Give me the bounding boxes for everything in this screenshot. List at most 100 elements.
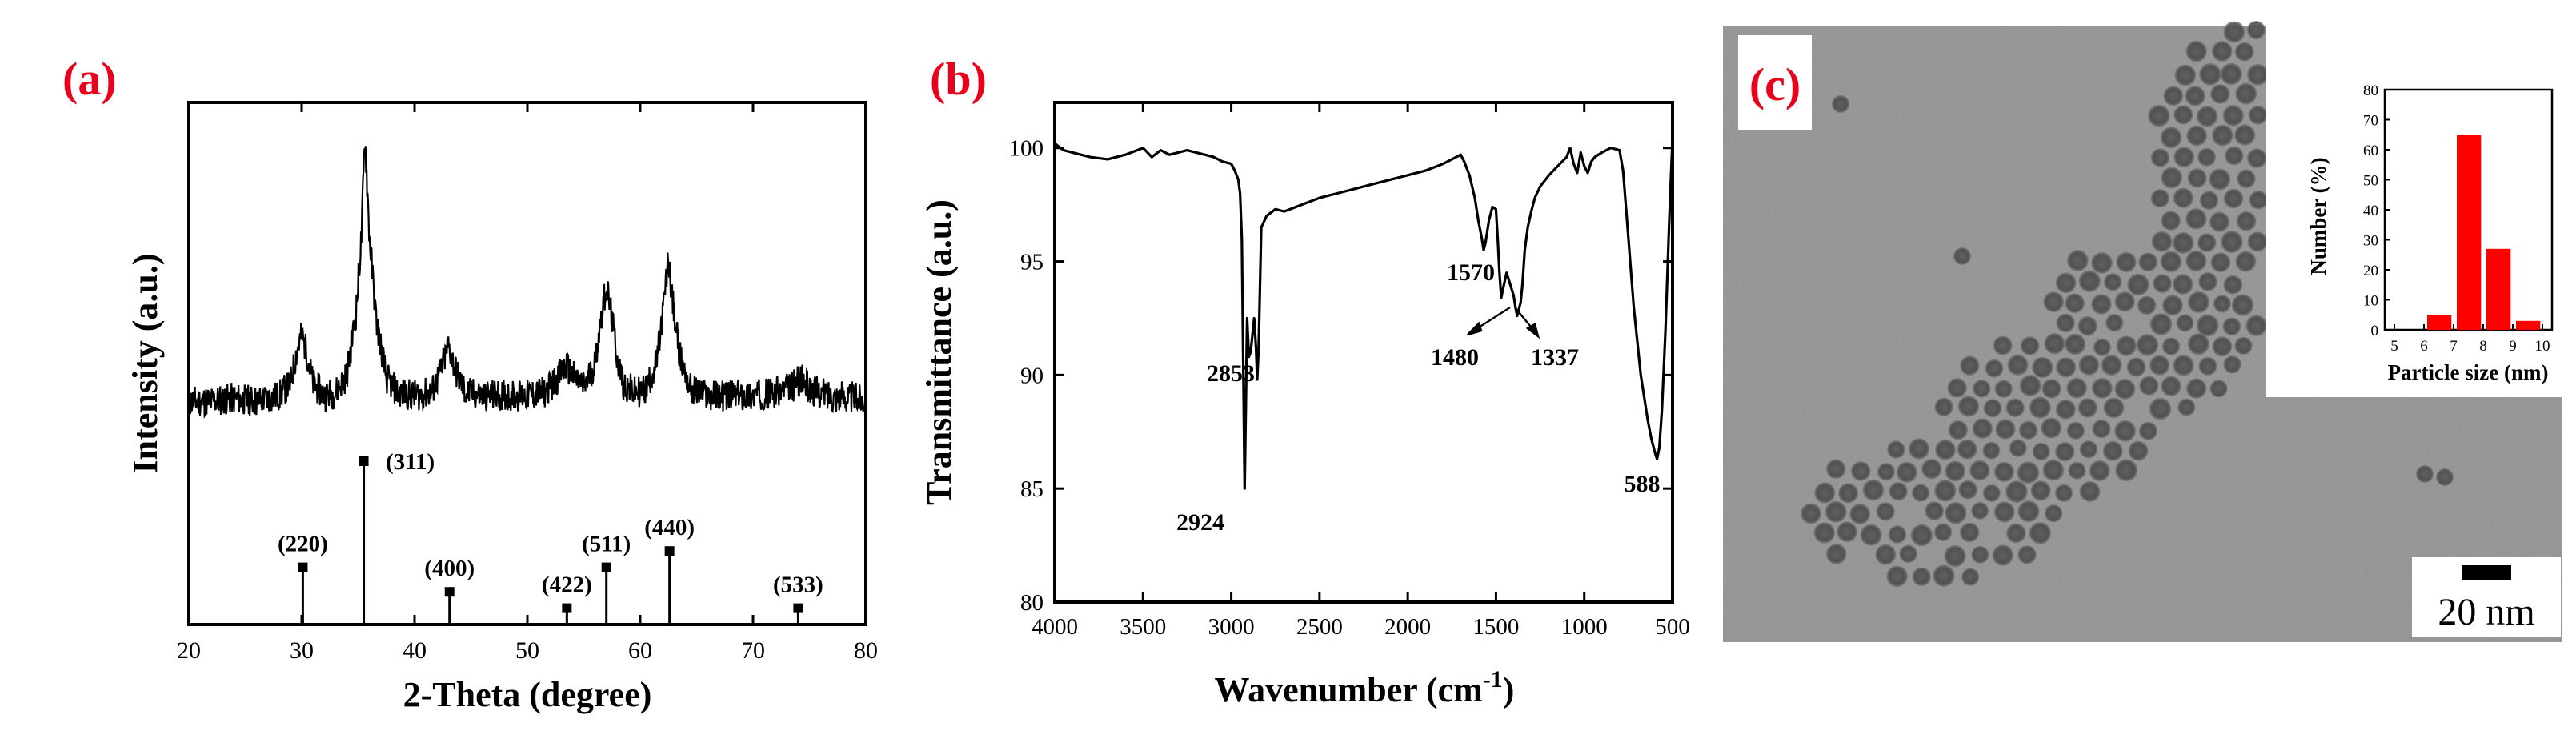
nanoparticle	[2223, 355, 2241, 374]
nanoparticle	[2223, 275, 2243, 295]
nanoparticle	[1921, 458, 1942, 480]
nanoparticle	[2065, 293, 2085, 314]
nanoparticle	[2017, 461, 2040, 484]
nanoparticle	[1862, 479, 1885, 501]
nanoparticle	[2126, 357, 2146, 377]
nanoparticle	[1959, 522, 1980, 543]
nanoparticle	[1860, 524, 1882, 546]
nanoparticle	[2150, 189, 2169, 208]
nanoparticle	[2093, 338, 2111, 356]
annotation-2853: 2853	[1207, 360, 1255, 387]
ftir-x-tick-label: 4000	[1032, 614, 1078, 640]
annotation-588: 588	[1625, 471, 1661, 497]
xrd-x-tick-label: 80	[854, 637, 878, 664]
nanoparticle	[1814, 482, 1836, 504]
inset-bar	[2457, 135, 2482, 331]
nanoparticle	[2153, 274, 2173, 293]
nanoparticle	[2248, 106, 2268, 125]
nanoparticle	[1886, 565, 1908, 588]
nanoparticle	[2079, 480, 2101, 502]
nanoparticle	[1899, 544, 1917, 564]
ftir-x-tick-label: 2000	[1384, 614, 1431, 640]
nanoparticle	[1912, 567, 1931, 586]
nanoparticle	[1832, 95, 1849, 113]
nanoparticle	[2220, 62, 2242, 86]
inset-y-tick-label: 60	[2363, 143, 2378, 159]
nanoparticle	[2150, 148, 2170, 167]
nanoparticle	[2116, 335, 2137, 356]
nanoparticle	[1908, 438, 1930, 460]
reference-peak-marker	[562, 603, 572, 613]
nanoparticle	[1935, 439, 1956, 460]
ftir-y-tick-label: 100	[1009, 136, 1044, 162]
nanoparticle	[2161, 337, 2181, 355]
nanoparticle	[2163, 86, 2184, 106]
nanoparticle	[1993, 461, 2015, 482]
reference-peak-marker	[793, 603, 803, 613]
nanoparticle	[2079, 440, 2098, 459]
nanoparticle	[2006, 523, 2026, 544]
nanoparticle	[2032, 442, 2050, 461]
nanoparticle	[2172, 231, 2194, 254]
nanoparticle	[2161, 167, 2183, 189]
ftir-spectrum-line	[1054, 141, 1674, 490]
nanoparticle	[2222, 105, 2244, 127]
nanoparticle	[2067, 250, 2089, 271]
nanoparticle	[1958, 480, 1978, 500]
ftir-y-tick-label: 85	[1020, 476, 1044, 502]
nanoparticle	[2246, 148, 2267, 168]
nanoparticle	[2077, 398, 2098, 418]
nanoparticle	[2043, 291, 2065, 312]
xrd-reference-peaks: (220) (311) (400) (422) (511) (440) (533)	[278, 449, 823, 625]
nanoparticle	[1961, 568, 1980, 586]
nanoparticle	[1889, 482, 1908, 501]
panel-label-c-box	[1738, 35, 1812, 130]
nanoparticle	[2160, 251, 2182, 273]
ftir-y-axis-label: Transmittance (a.u.)	[919, 199, 959, 505]
nanoparticle	[2005, 480, 2028, 503]
nanoparticle	[2005, 398, 2025, 417]
nanoparticle	[2185, 86, 2205, 106]
nanoparticle	[2236, 211, 2257, 231]
reference-peak-marker	[359, 456, 369, 466]
nanoparticle	[2196, 314, 2219, 337]
ftir-x-tick-label: 1500	[1472, 614, 1519, 640]
nanoparticle	[1801, 503, 1821, 524]
inset-bar	[2427, 315, 2452, 331]
nanoparticle	[1948, 420, 1968, 440]
nanoparticle	[1837, 521, 1857, 543]
nanoparticle	[2115, 459, 2138, 482]
reference-peak-label: (311)	[386, 449, 435, 475]
nanoparticle	[2198, 356, 2217, 376]
nanoparticle	[2187, 168, 2207, 188]
nanoparticle	[2416, 465, 2434, 483]
inset-x-tick-label: 10	[2535, 338, 2550, 355]
reference-peak-label: (400)	[424, 556, 475, 581]
nanoparticle	[2045, 504, 2063, 523]
nanoparticle	[2092, 419, 2111, 439]
inset-histogram	[2266, 26, 2562, 397]
xrd-x-axis: 20 30 40 50 60 70 80	[177, 102, 878, 664]
inset-x-tick-label: 7	[2450, 338, 2458, 355]
nanoparticle	[2213, 295, 2231, 313]
nanoparticle	[2223, 188, 2244, 209]
nanoparticle	[2091, 377, 2113, 399]
ftir-x-axis-label: Wavenumber (cm-1)	[1215, 666, 1515, 709]
nanoparticle	[1925, 501, 1945, 520]
nanoparticle	[2091, 252, 2113, 274]
nanoparticle	[2161, 376, 2181, 396]
nanoparticle	[2223, 21, 2245, 43]
nanoparticle	[2209, 380, 2228, 398]
inset-x-tick-label: 5	[2390, 338, 2398, 355]
nanoparticle	[2197, 233, 2217, 252]
nanoparticle	[2222, 317, 2241, 336]
inset-y-tick-label: 40	[2363, 203, 2378, 219]
nanoparticle	[1944, 544, 1966, 568]
inset-bar	[2516, 320, 2541, 331]
xrd-x-axis-label: 2-Theta (degree)	[403, 675, 652, 714]
nanoparticle	[2066, 421, 2085, 440]
nanoparticle	[1993, 501, 2015, 523]
nanoparticle	[1993, 335, 2013, 355]
nanoparticle	[2017, 545, 2037, 564]
ftir-plot-frame	[1053, 101, 1674, 604]
